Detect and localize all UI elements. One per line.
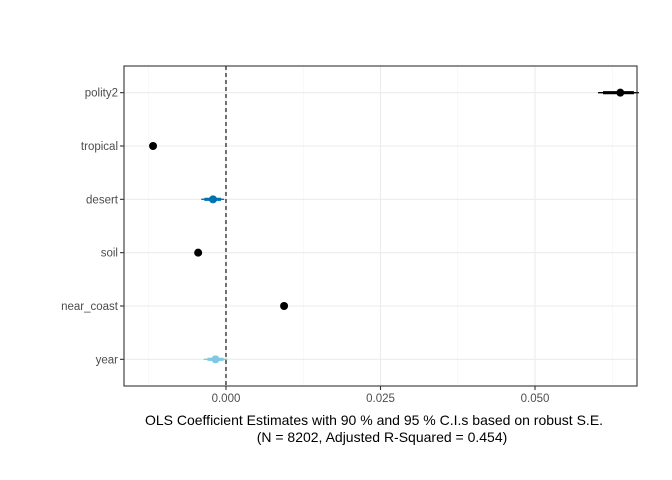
estimate-near_coast — [280, 302, 289, 310]
estimate-polity2 — [598, 88, 639, 97]
point-soil — [194, 248, 203, 257]
y-tick-label-year: year — [96, 354, 119, 366]
x-axis-title-line2: (N = 8202, Adjusted R-Squared = 0.454) — [257, 429, 508, 445]
y-tick-label-tropical: tropical — [81, 141, 118, 153]
point-polity2 — [616, 88, 625, 97]
x-axis-title-line1: OLS Coefficient Estimates with 90 % and … — [145, 412, 603, 428]
y-tick-label-near_coast: near_coast — [61, 301, 119, 313]
point-tropical — [149, 142, 158, 150]
y-tick-label-polity2: polity2 — [85, 88, 118, 100]
x-tick-label: 0.050 — [521, 393, 550, 405]
grid — [124, 66, 637, 386]
estimate-marks — [149, 88, 639, 364]
point-year — [211, 355, 220, 364]
point-near_coast — [280, 302, 289, 310]
estimate-tropical — [149, 142, 158, 150]
point-desert — [209, 195, 218, 204]
y-tick-label-soil: soil — [101, 248, 118, 260]
x-tick-label: 0.000 — [212, 393, 241, 405]
estimate-year — [203, 355, 228, 364]
estimate-desert — [201, 195, 225, 204]
y-tick-label-desert: desert — [86, 194, 119, 206]
x-tick-label: 0.025 — [366, 393, 395, 405]
estimate-soil — [194, 248, 203, 257]
